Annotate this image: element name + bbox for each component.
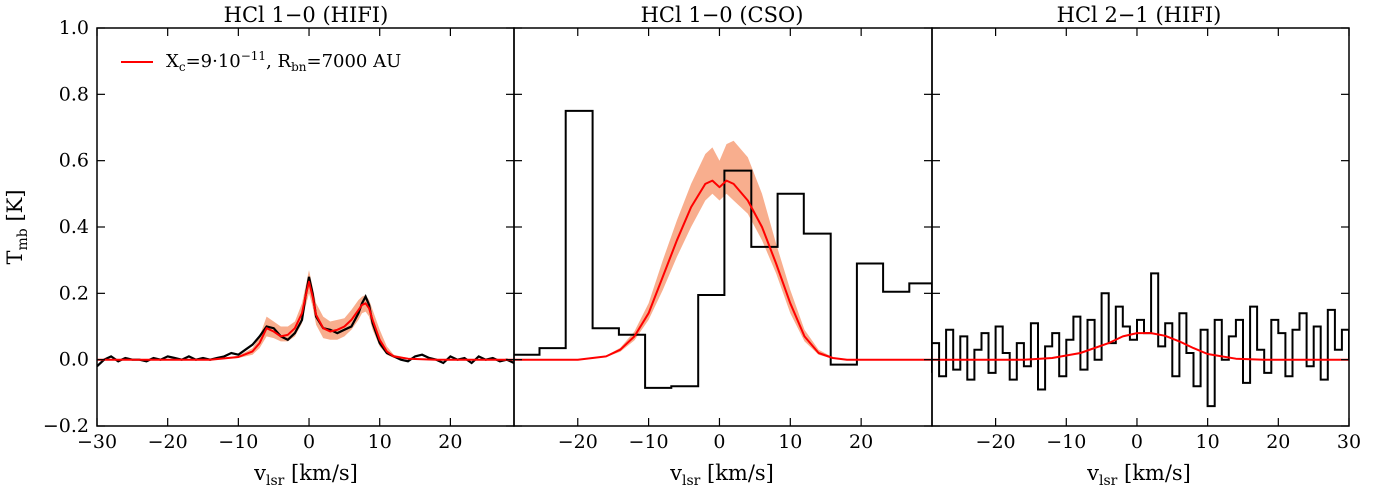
panel-hifi-2-1: HCl 2−1 (HIFI) −20 −10 0 10 20 30 <box>931 3 1361 453</box>
axes-frame <box>931 27 1350 427</box>
model-curve <box>932 332 1349 361</box>
y-tick-label: −0.2 <box>43 415 89 437</box>
x-tick-label: 30 <box>1337 431 1361 453</box>
x-tick-label: 0 <box>1131 431 1143 453</box>
x-tick-label: 10 <box>1196 431 1220 453</box>
x-tick-label: −10 <box>629 431 669 453</box>
panel-title: HCl 2−1 (HIFI) <box>1057 3 1222 27</box>
x-axis-label: vlsr [km/s] <box>253 461 358 489</box>
x-tick-label: −10 <box>1046 431 1086 453</box>
y-tick-label: 0.4 <box>59 216 89 238</box>
panel-cso-1-0: HCl 1−0 (CSO) −20 −10 0 10 20 <box>513 3 933 453</box>
x-tick-label: −20 <box>976 431 1016 453</box>
tick-marks: −20 −10 0 10 20 30 <box>932 27 1361 453</box>
x-tick-label: 0 <box>713 431 725 453</box>
x-tick-label: 20 <box>1266 431 1290 453</box>
tick-marks: −30 −20 −10 0 10 20 −0.2 0.0 0.2 0.4 0.6 0.8 1.0 <box>43 17 514 453</box>
tick-marks: −20 −10 0 10 20 <box>514 27 932 453</box>
plot-area <box>932 272 1349 408</box>
plot-area <box>514 109 932 389</box>
uncertainty-band <box>97 270 514 360</box>
x-tick-label: 20 <box>849 431 873 453</box>
y-tick-label: 0.2 <box>59 282 89 304</box>
x-tick-label: 10 <box>778 431 802 453</box>
x-axis-label: vlsr [km/s] <box>1086 461 1191 489</box>
panel-title: HCl 1−0 (CSO) <box>641 3 804 27</box>
plot-area <box>97 270 514 368</box>
y-tick-label: 1.0 <box>59 17 89 39</box>
model-curve <box>97 280 514 361</box>
axes-frame <box>96 27 515 427</box>
x-axis-label: vlsr [km/s] <box>669 461 774 489</box>
y-tick-label: 0.0 <box>59 349 89 371</box>
x-tick-label: −30 <box>77 431 117 453</box>
x-tick-label: 0 <box>303 431 315 453</box>
axes-frame <box>513 27 933 427</box>
legend-label: Xc=9·10−11, Rbn=7000 AU <box>166 49 401 74</box>
observed-spectrum <box>932 272 1349 408</box>
x-tick-label: 20 <box>438 431 462 453</box>
observed-spectrum <box>514 109 932 389</box>
panel-hifi-1-0: HCl 1−0 (HIFI) −30 −20 −10 0 10 20 −0.2 0.0 0.2 0… <box>43 3 515 453</box>
y-axis-label: Tmb [K] <box>3 189 31 264</box>
legend: Xc=9·10−11, Rbn=7000 AU <box>121 49 401 74</box>
model-curve <box>514 179 932 361</box>
x-tick-label: 10 <box>368 431 392 453</box>
x-tick-label: −10 <box>218 431 258 453</box>
x-tick-label: −20 <box>148 431 188 453</box>
y-tick-label: 0.8 <box>59 83 89 105</box>
y-tick-label: 0.6 <box>59 150 89 172</box>
uncertainty-band <box>514 140 932 360</box>
panel-title: HCl 1−0 (HIFI) <box>224 3 389 27</box>
x-tick-label: −20 <box>558 431 598 453</box>
